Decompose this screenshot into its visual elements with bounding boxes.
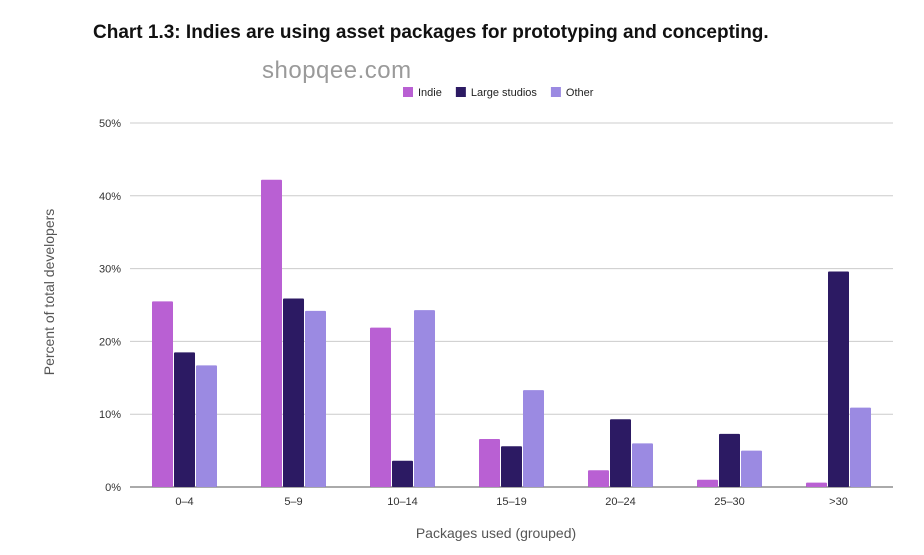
bar-indie <box>370 327 391 487</box>
chart-title: Chart 1.3: Indies are using asset packag… <box>93 22 769 43</box>
bar-indie <box>261 179 282 487</box>
y-tick-label: 30% <box>99 264 121 276</box>
y-axis-ticks: 0% 10% 20% 30% 40% 50% <box>99 118 121 494</box>
y-tick-label: 20% <box>99 336 121 348</box>
bars <box>152 179 871 487</box>
x-tick-label: 10–14 <box>387 496 418 508</box>
bar-large-studios <box>610 419 631 487</box>
bar-large-studios <box>392 460 413 487</box>
bar-other <box>414 310 435 487</box>
bar-other <box>741 450 762 487</box>
y-tick-label: 40% <box>99 191 121 203</box>
bar-large-studios <box>174 352 195 487</box>
legend-swatch <box>550 87 561 97</box>
bar-other <box>196 365 217 487</box>
watermark: shopqee.com <box>262 57 412 84</box>
bar-large-studios <box>828 271 849 487</box>
y-axis-title: Percent of total developers <box>41 209 57 376</box>
x-tick-label: 0–4 <box>175 496 193 508</box>
x-tick-label: 5–9 <box>284 496 302 508</box>
x-axis-title: Packages used (grouped) <box>416 525 576 541</box>
x-tick-label: 25–30 <box>714 496 745 508</box>
legend-item: Large studios <box>455 87 538 99</box>
legend-item: Indie <box>403 87 442 99</box>
bar-indie <box>806 482 827 487</box>
legend-swatch <box>455 87 466 97</box>
bar-other <box>850 407 871 487</box>
bar-large-studios <box>719 433 740 487</box>
gridlines <box>130 122 893 488</box>
bar-other <box>305 310 326 487</box>
x-axis-ticks: 0–4 5–9 10–14 15–19 20–24 25–30 >30 <box>175 496 848 508</box>
bar-indie <box>152 301 173 487</box>
bar-indie <box>697 479 718 487</box>
bar-large-studios <box>283 298 304 487</box>
legend-swatch <box>403 87 413 97</box>
bar-other <box>523 390 544 487</box>
bar-other <box>632 443 653 487</box>
legend-item: Other <box>550 87 594 99</box>
bar-large-studios <box>501 446 522 487</box>
y-tick-label: 50% <box>99 118 121 130</box>
bar-indie <box>588 470 609 487</box>
legend-label: Other <box>566 87 594 99</box>
x-tick-label: >30 <box>829 496 848 508</box>
x-tick-label: 15–19 <box>496 496 527 508</box>
y-tick-label: 0% <box>105 482 121 494</box>
legend-label: Large studios <box>471 87 538 99</box>
x-tick-label: 20–24 <box>605 496 636 508</box>
legend: Indie Large studios Other <box>403 87 594 99</box>
legend-label: Indie <box>418 87 442 99</box>
bar-indie <box>479 438 500 487</box>
y-tick-label: 10% <box>99 409 121 421</box>
